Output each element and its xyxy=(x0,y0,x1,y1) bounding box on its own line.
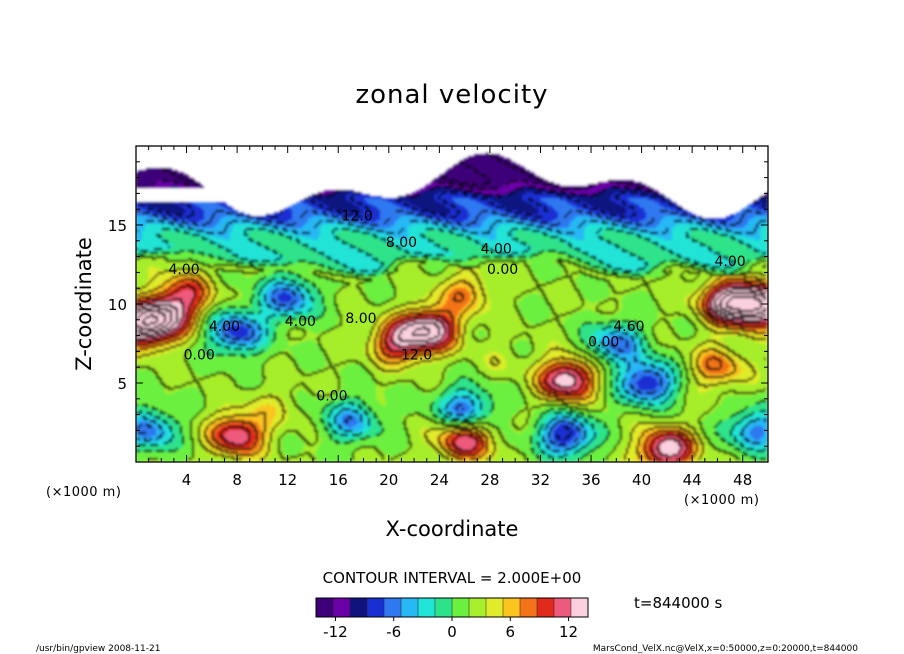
colorbar-tick-label: -6 xyxy=(386,623,401,641)
contour-label: 0.00 xyxy=(316,388,347,404)
colorbar-tick-labels: -12 -6 0 6 12 xyxy=(323,617,578,641)
contour-interval-text: CONTOUR INTERVAL = 2.000E+00 xyxy=(323,569,582,587)
colorbar-swatch xyxy=(520,598,538,617)
x-tick-label: 44 xyxy=(683,471,702,489)
colorbar-swatch xyxy=(503,598,521,617)
colorbar-swatch xyxy=(469,598,487,617)
colorbar-swatch xyxy=(384,598,402,617)
colorbar-swatch xyxy=(316,598,334,617)
chart-title: zonal velocity xyxy=(355,80,548,110)
footer-program: /usr/bin/gpview 2008-11-21 xyxy=(36,644,160,654)
plot-area: 12.0 8.00 4.00 0.00 4.00 4.00 0.00 4.00 8.00 12.0… xyxy=(135,145,769,463)
velocity-field xyxy=(136,146,768,462)
colorbar-swatch xyxy=(537,598,555,617)
time-label: t=844000 s xyxy=(634,594,722,612)
contour-label: 4.00 xyxy=(285,314,316,330)
x-unit-label: (×1000 m) xyxy=(46,485,121,500)
contour-label: 0.00 xyxy=(588,335,619,351)
colorbar-swatch xyxy=(554,598,572,617)
colorbar xyxy=(315,597,589,618)
contour-label: 0.00 xyxy=(184,347,215,363)
x-tick-labels: 4 8 12 16 20 24 28 32 36 40 44 48 xyxy=(182,471,752,489)
x-tick-label: 12 xyxy=(278,471,297,489)
x-tick-label: 4 xyxy=(182,471,192,489)
y-tick-label: 5 xyxy=(117,375,127,393)
x-tick-label: 24 xyxy=(430,471,449,489)
colorbar-swatch xyxy=(486,598,504,617)
contour-label: 4.00 xyxy=(481,241,512,257)
x-unit-label-right: (×1000 m) xyxy=(684,493,759,508)
x-tick-label: 32 xyxy=(531,471,550,489)
contour-labels: 12.0 8.00 4.00 0.00 4.00 4.00 0.00 4.00 8.00 12.0… xyxy=(168,208,745,404)
contour-label: 12.0 xyxy=(401,347,432,363)
colorbar-swatch xyxy=(333,598,351,617)
colorbar-swatch xyxy=(350,598,368,617)
contour-label: 12.0 xyxy=(342,208,373,224)
x-tick-label: 28 xyxy=(480,471,499,489)
colorbar-swatch xyxy=(418,598,436,617)
footer-source: MarsCond_VelX.nc@VelX,x=0:50000,z=0:2000… xyxy=(593,644,858,654)
colorbar-swatch xyxy=(571,598,589,617)
colorbar-tick-label: 6 xyxy=(506,623,516,641)
y-axis-label: Z-coordinate xyxy=(72,237,96,371)
colorbar-swatch xyxy=(435,598,453,617)
y-tick-label: 15 xyxy=(108,217,127,235)
contour-label: 4.00 xyxy=(168,262,199,278)
colorbar-tick-label: 12 xyxy=(559,623,578,641)
contour-label: 4.00 xyxy=(209,319,240,335)
colorbar-swatch xyxy=(367,598,385,617)
colorbar-swatch xyxy=(452,598,470,617)
x-tick-label: 16 xyxy=(329,471,348,489)
contour-label: 0.00 xyxy=(487,262,518,278)
axis-ticks xyxy=(136,146,768,462)
contour-label: 8.00 xyxy=(345,311,376,327)
x-tick-label: 8 xyxy=(232,471,242,489)
colorbar-tick-label: 0 xyxy=(447,623,457,641)
contour-label: 8.00 xyxy=(386,235,417,251)
colorbar-swatch xyxy=(401,598,419,617)
colorbar-tick-label: -12 xyxy=(323,623,348,641)
contour-label: 4.60 xyxy=(613,319,644,335)
x-tick-label: 48 xyxy=(733,471,752,489)
x-tick-label: 20 xyxy=(379,471,398,489)
x-tick-label: 40 xyxy=(632,471,651,489)
y-tick-labels: 5 10 15 xyxy=(108,217,127,393)
y-tick-label: 10 xyxy=(108,296,127,314)
x-tick-label: 36 xyxy=(581,471,600,489)
contour-label: 4.00 xyxy=(714,254,745,270)
x-axis-label: X-coordinate xyxy=(386,517,519,541)
